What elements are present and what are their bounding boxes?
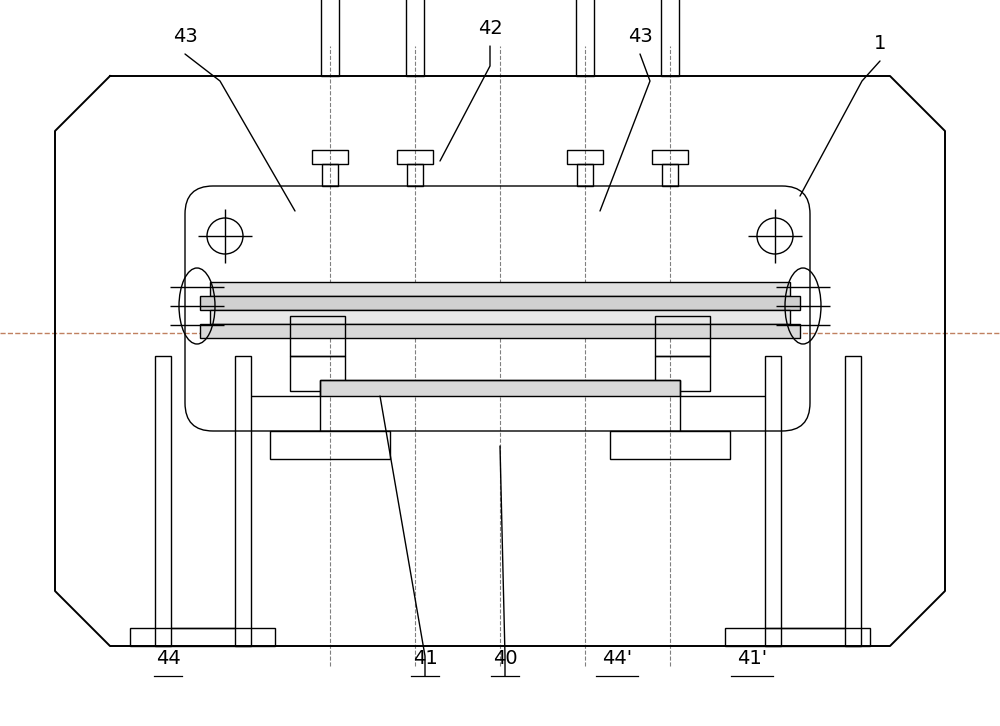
Bar — [320, 380, 680, 396]
Bar — [321, 0, 339, 76]
Bar — [577, 164, 593, 186]
Bar — [655, 356, 710, 391]
Text: 40: 40 — [493, 649, 517, 668]
Bar — [200, 296, 800, 310]
Text: 44: 44 — [156, 649, 180, 668]
Bar — [312, 150, 348, 164]
Bar — [290, 356, 345, 391]
Bar — [270, 431, 390, 459]
Bar — [397, 150, 433, 164]
Text: 44': 44' — [602, 649, 632, 668]
Bar — [655, 316, 710, 356]
Text: 43: 43 — [173, 27, 197, 46]
Text: 1: 1 — [874, 34, 886, 53]
Bar — [662, 164, 678, 186]
Bar — [290, 316, 345, 356]
Text: 43: 43 — [628, 27, 652, 46]
Bar — [322, 164, 338, 186]
Bar — [155, 356, 171, 646]
Bar — [407, 164, 423, 186]
Bar — [210, 310, 790, 324]
Bar — [765, 356, 781, 646]
Bar — [725, 628, 870, 646]
Bar — [845, 356, 861, 646]
Bar — [130, 628, 275, 646]
Bar — [235, 356, 251, 646]
Bar — [661, 0, 679, 76]
Bar — [610, 431, 730, 459]
Text: 41': 41' — [737, 649, 767, 668]
Text: 41: 41 — [413, 649, 437, 668]
Bar — [200, 324, 800, 338]
Text: 42: 42 — [478, 19, 502, 38]
Bar — [567, 150, 603, 164]
Bar — [210, 282, 790, 296]
Bar — [406, 0, 424, 76]
Bar — [576, 0, 594, 76]
Bar — [652, 150, 688, 164]
